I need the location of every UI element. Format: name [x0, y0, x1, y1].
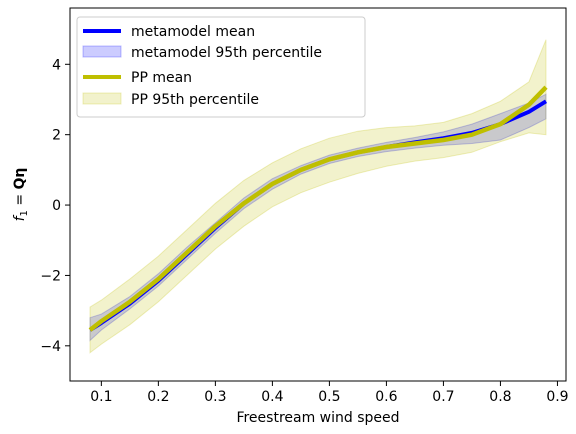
band-layer [89, 39, 547, 354]
x-tick-label: 0.8 [489, 389, 511, 405]
line-layer [88, 85, 548, 332]
y-tick-label: 0 [52, 198, 61, 214]
legend-swatch-metamodel-band [82, 45, 122, 58]
legend-box [76, 16, 366, 118]
x-tick-label: 0.3 [204, 389, 226, 405]
x-tick-label: 0.1 [90, 389, 112, 405]
y-axis-label-subscript: 1 [19, 210, 30, 216]
y-axis-label-equals: = [12, 189, 28, 210]
legend: metamodel mean metamodel 95th percentile… [76, 16, 366, 118]
x-axis-label: Freestream wind speed [236, 410, 399, 426]
legend-label-pp-band: PP 95th percentile [131, 92, 259, 108]
y-tick-label: −2 [40, 268, 61, 284]
x-tick-label: 0.4 [261, 389, 283, 405]
y-tick-label: −4 [40, 339, 61, 355]
y-tick-label: 4 [52, 57, 61, 73]
x-tick-label: 0.7 [432, 389, 454, 405]
pp-band [89, 39, 547, 354]
x-axis: 0.1 0.2 0.3 0.4 0.5 0.6 0.7 0.8 0.9 [90, 381, 569, 405]
y-axis-label: f1 = Qη [12, 168, 30, 222]
legend-label-metamodel-mean: metamodel mean [131, 24, 255, 40]
y-axis: −4 −2 0 2 4 [40, 57, 70, 355]
y-axis-label-bold: Qη [12, 168, 28, 190]
plot-frame [69, 7, 567, 382]
x-tick-label: 0.5 [318, 389, 340, 405]
y-axis-label-symbol: f [12, 214, 28, 221]
pp-mean-line [88, 85, 548, 332]
y-tick-label: 2 [52, 128, 61, 144]
x-tick-label: 0.2 [147, 389, 169, 405]
x-tick-label: 0.9 [546, 389, 568, 405]
legend-swatch-pp-band [82, 92, 122, 105]
legend-label-metamodel-band: metamodel 95th percentile [131, 45, 322, 61]
x-tick-label: 0.6 [375, 389, 397, 405]
legend-label-pp-mean: PP mean [131, 70, 192, 86]
metamodel-band [89, 93, 547, 342]
